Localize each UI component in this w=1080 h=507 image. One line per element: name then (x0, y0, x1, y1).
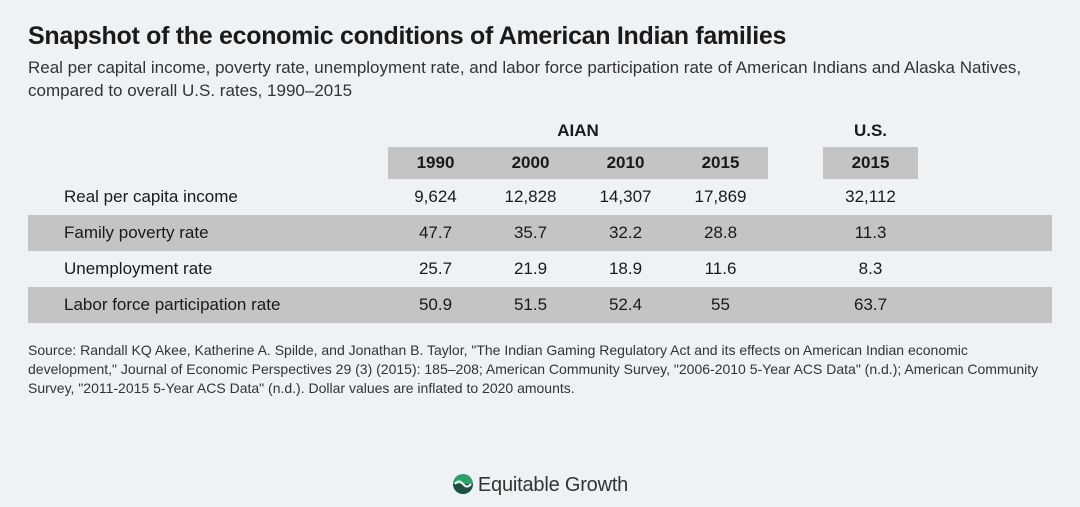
row-label: Labor force participation rate (28, 287, 388, 323)
row-label: Family poverty rate (28, 215, 388, 251)
cell-tail (918, 215, 1052, 251)
cell-tail (918, 179, 1052, 215)
cell-gap (768, 251, 823, 287)
table-row: Labor force participation rate50.951.552… (28, 287, 1052, 323)
branding: Equitable Growth (0, 473, 1080, 497)
cell: 55 (673, 287, 768, 323)
group-header-aian: AIAN (388, 117, 768, 147)
row-label: Real per capita income (28, 179, 388, 215)
cell: 32,112 (823, 179, 918, 215)
year-2000: 2000 (483, 147, 578, 179)
cell: 11.6 (673, 251, 768, 287)
cell: 18.9 (578, 251, 673, 287)
cell-tail (918, 251, 1052, 287)
year-1990: 1990 (388, 147, 483, 179)
cell: 11.3 (823, 215, 918, 251)
cell: 50.9 (388, 287, 483, 323)
table-row: Family poverty rate47.735.732.228.8 11.3 (28, 215, 1052, 251)
page-subtitle: Real per capital income, poverty rate, u… (28, 57, 1052, 103)
cell: 21.9 (483, 251, 578, 287)
data-table: AIAN U.S. 1990 2000 2010 2015 2015 Real … (28, 117, 1052, 323)
cell-tail (918, 287, 1052, 323)
cell: 51.5 (483, 287, 578, 323)
table-row: Real per capita income9,62412,82814,3071… (28, 179, 1052, 215)
cell: 32.2 (578, 215, 673, 251)
cell: 63.7 (823, 287, 918, 323)
row-label: Unemployment rate (28, 251, 388, 287)
page-title: Snapshot of the economic conditions of A… (28, 22, 1052, 51)
logo-icon (452, 473, 474, 495)
table-row: Unemployment rate25.721.918.911.6 8.3 (28, 251, 1052, 287)
group-header-us: U.S. (823, 117, 918, 147)
year-2015: 2015 (673, 147, 768, 179)
cell: 8.3 (823, 251, 918, 287)
group-header-row: AIAN U.S. (28, 117, 1052, 147)
cell: 28.8 (673, 215, 768, 251)
year-2010: 2010 (578, 147, 673, 179)
cell: 12,828 (483, 179, 578, 215)
cell: 52.4 (578, 287, 673, 323)
year-header-row: 1990 2000 2010 2015 2015 (28, 147, 1052, 179)
cell-gap (768, 287, 823, 323)
cell: 25.7 (388, 251, 483, 287)
cell: 35.7 (483, 215, 578, 251)
cell: 47.7 (388, 215, 483, 251)
cell: 14,307 (578, 179, 673, 215)
cell: 9,624 (388, 179, 483, 215)
cell-gap (768, 179, 823, 215)
cell: 17,869 (673, 179, 768, 215)
branding-text: Equitable Growth (478, 474, 628, 496)
year-us-2015: 2015 (823, 147, 918, 179)
cell-gap (768, 215, 823, 251)
source-note: Source: Randall KQ Akee, Katherine A. Sp… (28, 341, 1052, 398)
